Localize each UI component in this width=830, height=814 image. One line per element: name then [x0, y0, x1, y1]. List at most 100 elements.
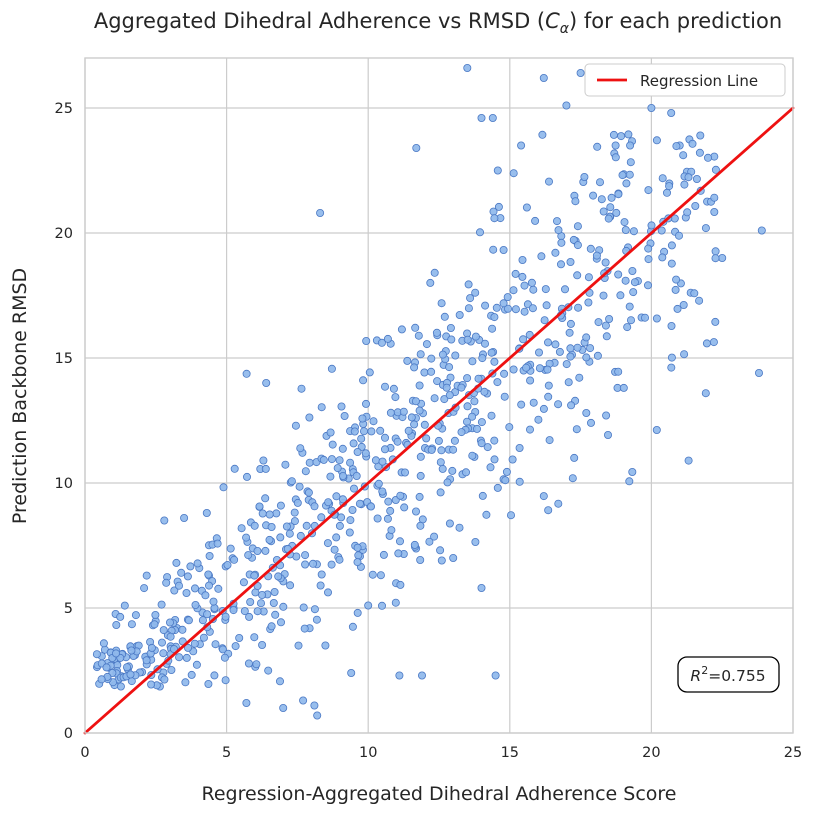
data-point	[337, 513, 346, 522]
data-point	[170, 586, 179, 595]
data-point	[300, 624, 309, 633]
data-point	[434, 436, 443, 445]
data-point	[383, 334, 392, 343]
data-point	[395, 671, 404, 680]
data-point	[527, 278, 536, 287]
data-point	[120, 601, 129, 610]
data-point	[324, 498, 333, 507]
data-point	[242, 533, 251, 542]
data-point	[151, 611, 160, 620]
data-point	[482, 510, 491, 519]
data-point	[629, 288, 638, 297]
data-point	[112, 621, 121, 630]
data-point	[258, 641, 267, 650]
data-point	[477, 584, 486, 593]
data-point	[487, 348, 496, 357]
data-point	[619, 383, 628, 392]
data-point	[711, 317, 720, 326]
data-point	[471, 288, 480, 297]
data-point	[445, 391, 454, 400]
data-point	[102, 663, 111, 672]
data-point	[701, 389, 710, 398]
data-point	[592, 251, 601, 260]
data-point	[612, 208, 621, 217]
data-point	[384, 497, 393, 506]
data-point	[389, 384, 398, 393]
data-point	[377, 601, 386, 610]
r-squared-value: =0.755	[708, 667, 765, 685]
data-point	[415, 406, 424, 415]
data-point	[330, 545, 339, 554]
data-point	[487, 411, 496, 420]
data-point	[493, 378, 502, 387]
data-point	[554, 400, 563, 409]
data-point	[261, 494, 270, 503]
data-point	[580, 172, 589, 181]
data-point	[376, 571, 385, 580]
data-point	[437, 556, 446, 565]
data-point	[290, 517, 299, 526]
data-point	[211, 640, 220, 649]
data-point	[528, 304, 537, 313]
data-point	[614, 190, 623, 199]
data-point	[353, 608, 362, 617]
data-point	[468, 451, 477, 460]
data-point	[545, 436, 554, 445]
data-point	[159, 649, 168, 658]
data-point	[509, 169, 518, 178]
data-point	[380, 433, 389, 442]
data-point	[199, 633, 208, 642]
title-prefix: Aggregated Dihedral Adherence vs RMSD (	[94, 9, 545, 33]
data-point	[529, 398, 538, 407]
x-tick-label: 5	[222, 745, 231, 761]
data-point	[478, 354, 487, 363]
data-point	[371, 456, 380, 465]
data-point	[296, 531, 305, 540]
data-point	[627, 316, 636, 325]
data-point	[616, 291, 625, 300]
data-point	[657, 226, 666, 235]
data-point	[511, 305, 520, 314]
data-point	[597, 195, 606, 204]
data-point	[167, 666, 176, 675]
data-point	[477, 418, 486, 427]
data-point	[411, 507, 420, 516]
data-point	[123, 663, 132, 672]
data-point	[625, 302, 634, 311]
data-point	[147, 643, 156, 652]
data-point	[575, 373, 584, 382]
data-point	[464, 304, 473, 313]
data-point	[157, 600, 166, 609]
data-point	[256, 599, 265, 608]
data-point	[367, 427, 376, 436]
data-point	[667, 109, 676, 118]
data-point	[338, 495, 347, 504]
data-point	[187, 670, 196, 679]
data-point	[438, 464, 447, 473]
data-point	[461, 468, 470, 477]
data-point	[340, 411, 349, 420]
data-point	[566, 257, 575, 266]
data-point	[680, 350, 689, 359]
data-point	[142, 571, 151, 580]
data-point	[576, 69, 585, 78]
data-point	[272, 509, 281, 518]
data-point	[396, 580, 405, 589]
data-point	[391, 598, 400, 607]
x-tick-labels: 0 5 10 15 20 25	[80, 745, 802, 761]
data-point	[565, 328, 574, 337]
data-point	[447, 335, 456, 344]
data-points	[92, 64, 766, 720]
data-point	[364, 601, 373, 610]
data-point	[221, 612, 230, 621]
data-point	[346, 516, 355, 525]
data-point	[621, 225, 630, 234]
data-point	[349, 439, 358, 448]
data-point	[509, 365, 518, 374]
data-point	[437, 446, 446, 455]
data-point	[566, 319, 575, 328]
data-point	[525, 330, 534, 339]
data-point	[394, 549, 403, 558]
title-symbol: C	[545, 9, 560, 33]
data-point	[489, 245, 498, 254]
